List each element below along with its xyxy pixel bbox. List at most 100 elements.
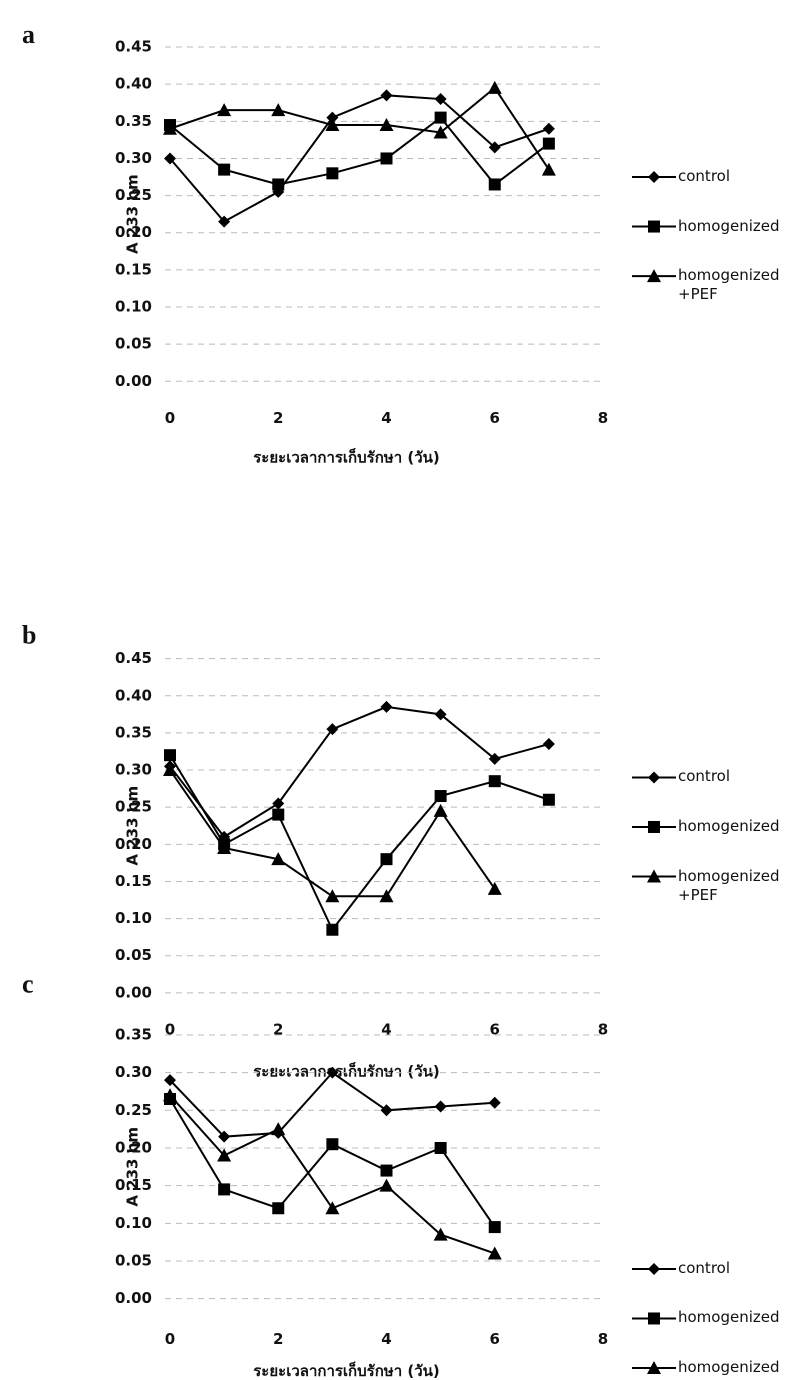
y-tick-label: 0.00	[115, 983, 152, 1001]
y-tick-label: 0.30	[115, 149, 152, 167]
marker	[489, 1221, 501, 1233]
x-axis-title: ระยะเวลาการเก็บรักษา (วัน)	[253, 448, 439, 467]
y-tick-label: 0.45	[115, 38, 152, 56]
y-tick-label: 0.00	[115, 1289, 152, 1307]
y-tick-label: 0.35	[115, 1025, 152, 1043]
y-tick-label: 0.35	[115, 723, 152, 741]
y-tick-label: 0.40	[115, 686, 152, 704]
marker	[488, 882, 502, 895]
x-tick-label: 0	[165, 1330, 175, 1348]
legend-label: homogenized	[678, 817, 793, 836]
y-axis-title: A 233 nm	[124, 174, 142, 254]
marker	[542, 163, 556, 176]
page: a0.000.050.100.150.200.250.300.350.400.4…	[0, 0, 794, 1380]
legend-marker	[648, 771, 660, 783]
marker	[488, 1246, 502, 1259]
legend-label: control	[678, 1259, 793, 1278]
legend-marker	[648, 1263, 660, 1275]
marker	[272, 178, 284, 190]
legend-label: homogenized	[678, 217, 793, 236]
marker	[543, 123, 555, 135]
marker	[381, 853, 393, 865]
x-tick-label: 2	[273, 1021, 283, 1039]
x-tick-label: 8	[598, 1021, 608, 1039]
legend-marker	[648, 1312, 660, 1324]
marker	[272, 809, 284, 821]
y-tick-label: 0.05	[115, 946, 152, 964]
series-line	[170, 88, 549, 170]
x-axis-title: ระยะเวลาการเก็บรักษา (วัน)	[253, 1062, 439, 1081]
marker	[326, 167, 338, 179]
y-axis-title: A 233 nm	[124, 1127, 142, 1207]
marker	[435, 1142, 447, 1154]
legend-marker	[648, 821, 660, 833]
legend-marker	[648, 221, 660, 233]
marker	[326, 1138, 338, 1150]
y-tick-label: 0.40	[115, 75, 152, 93]
series-line	[170, 1095, 495, 1253]
marker	[543, 738, 555, 750]
y-tick-label: 0.30	[115, 761, 152, 779]
marker	[381, 89, 393, 101]
marker	[381, 701, 393, 713]
y-tick-label: 0.45	[115, 649, 152, 667]
marker	[543, 138, 555, 150]
y-tick-label: 0.15	[115, 872, 152, 890]
marker	[434, 804, 448, 817]
figure: a0.000.050.100.150.200.250.300.350.400.4…	[0, 0, 794, 1380]
y-tick-label: 0.10	[115, 1214, 152, 1232]
panel-label: c	[22, 970, 34, 999]
x-tick-label: 8	[598, 1330, 608, 1348]
series-line	[170, 707, 549, 837]
x-tick-label: 4	[381, 1330, 391, 1348]
y-tick-label: 0.10	[115, 909, 152, 927]
series-line	[170, 1073, 495, 1137]
marker	[435, 790, 447, 802]
marker	[489, 178, 501, 190]
marker	[489, 1097, 501, 1109]
x-tick-label: 8	[598, 409, 608, 427]
x-tick-label: 6	[490, 409, 500, 427]
x-tick-label: 2	[273, 409, 283, 427]
y-tick-label: 0.10	[115, 298, 152, 316]
marker	[218, 1183, 230, 1195]
y-axis-title: A 233 nm	[124, 786, 142, 866]
marker	[435, 112, 447, 124]
x-tick-label: 6	[490, 1021, 500, 1039]
y-tick-label: 0.05	[115, 335, 152, 353]
legend-label: homogenized +PEF	[678, 266, 793, 304]
legend-label: control	[678, 167, 793, 186]
marker	[381, 1104, 393, 1116]
x-tick-label: 0	[165, 1021, 175, 1039]
y-tick-label: 0.30	[115, 1063, 152, 1081]
legend-label: homogenized +PEF	[678, 867, 793, 905]
legend-label: homogenized	[678, 1308, 793, 1327]
y-tick-label: 0.35	[115, 112, 152, 130]
y-tick-label: 0.00	[115, 372, 152, 390]
marker	[381, 152, 393, 164]
y-tick-label: 0.25	[115, 1101, 152, 1119]
series-line	[170, 770, 495, 896]
marker	[488, 81, 502, 94]
marker	[380, 1179, 394, 1192]
panel-label: a	[22, 20, 35, 49]
panel-label: b	[22, 621, 36, 650]
legend-marker	[648, 171, 660, 183]
marker	[381, 1165, 393, 1177]
marker	[325, 1201, 339, 1214]
y-tick-label: 0.15	[115, 260, 152, 278]
marker	[326, 924, 338, 936]
marker	[543, 794, 555, 806]
x-tick-label: 4	[381, 409, 391, 427]
y-tick-label: 0.05	[115, 1251, 152, 1269]
x-tick-label: 0	[165, 409, 175, 427]
x-tick-label: 6	[490, 1330, 500, 1348]
x-tick-label: 2	[273, 1330, 283, 1348]
marker	[218, 164, 230, 176]
marker	[272, 1202, 284, 1214]
legend-label: homogenized +PEF	[678, 1358, 793, 1380]
marker	[164, 749, 176, 761]
x-axis-title: ระยะเวลาการเก็บรักษา (วัน)	[253, 1361, 439, 1380]
x-tick-label: 4	[381, 1021, 391, 1039]
marker	[489, 775, 501, 787]
